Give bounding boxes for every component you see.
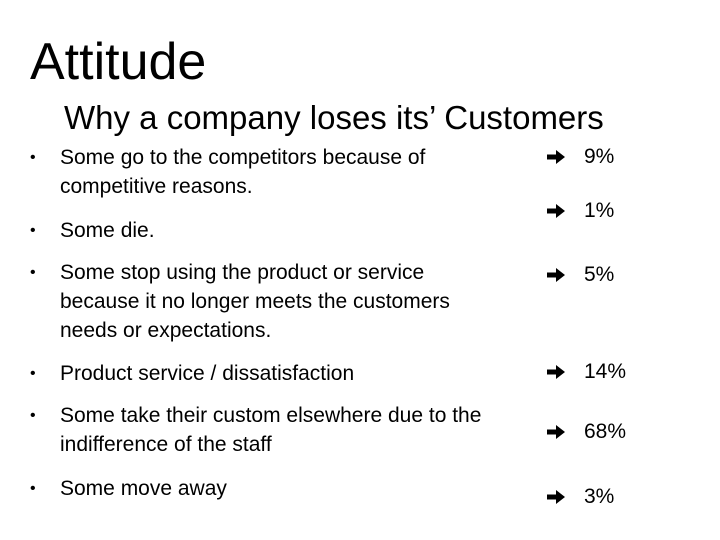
stat-text: 3%: [584, 485, 615, 508]
bullet-dot: •: [30, 407, 36, 424]
stat-value: 3%: [546, 482, 696, 511]
bullet-item: • Some stop using the product or service…: [30, 258, 500, 345]
bullet-dot: •: [30, 480, 36, 497]
bullet-dot: •: [30, 149, 36, 166]
stat-text: 68%: [584, 420, 627, 443]
bullet-text: Some take their custom elsewhere due to …: [60, 404, 482, 456]
bullet-text: Product service / dissatisfaction: [60, 362, 355, 385]
right-arrow-icon: [547, 149, 565, 164]
stat-value: 9%: [546, 142, 696, 171]
stat-value: 5%: [546, 260, 696, 289]
bullet-text: Some go to the competitors because of co…: [60, 146, 426, 198]
right-arrow-icon: [547, 489, 565, 504]
bullet-text: Some move away: [60, 477, 227, 500]
stat-value: 1%: [546, 196, 696, 225]
bullet-item: • Some go to the competitors because of …: [30, 143, 500, 201]
bullet-text: Some die.: [60, 219, 155, 242]
bullet-item: • Some die.: [30, 216, 500, 245]
slide-subtitle: Why a company loses its’ Customers: [64, 99, 604, 136]
bullet-item: • Some move away: [30, 474, 500, 503]
bullet-dot: •: [30, 222, 36, 239]
right-arrow-icon: [547, 364, 565, 379]
bullet-dot: •: [30, 264, 36, 281]
stat-text: 9%: [584, 145, 615, 168]
bullet-dot: •: [30, 365, 36, 382]
stat-text: 14%: [584, 360, 627, 383]
bullet-item: • Some take their custom elsewhere due t…: [30, 401, 500, 459]
bullet-text: Some stop using the product or service b…: [60, 261, 450, 342]
right-arrow-icon: [547, 424, 565, 439]
stat-text: 5%: [584, 263, 615, 286]
stat-value: 68%: [546, 417, 696, 446]
right-arrow-icon: [547, 267, 565, 282]
slide-title: Attitude: [30, 33, 207, 91]
bullet-item: • Product service / dissatisfaction: [30, 359, 500, 388]
stat-value: 14%: [546, 357, 696, 386]
right-arrow-icon: [547, 203, 565, 218]
stat-text: 1%: [584, 199, 615, 222]
